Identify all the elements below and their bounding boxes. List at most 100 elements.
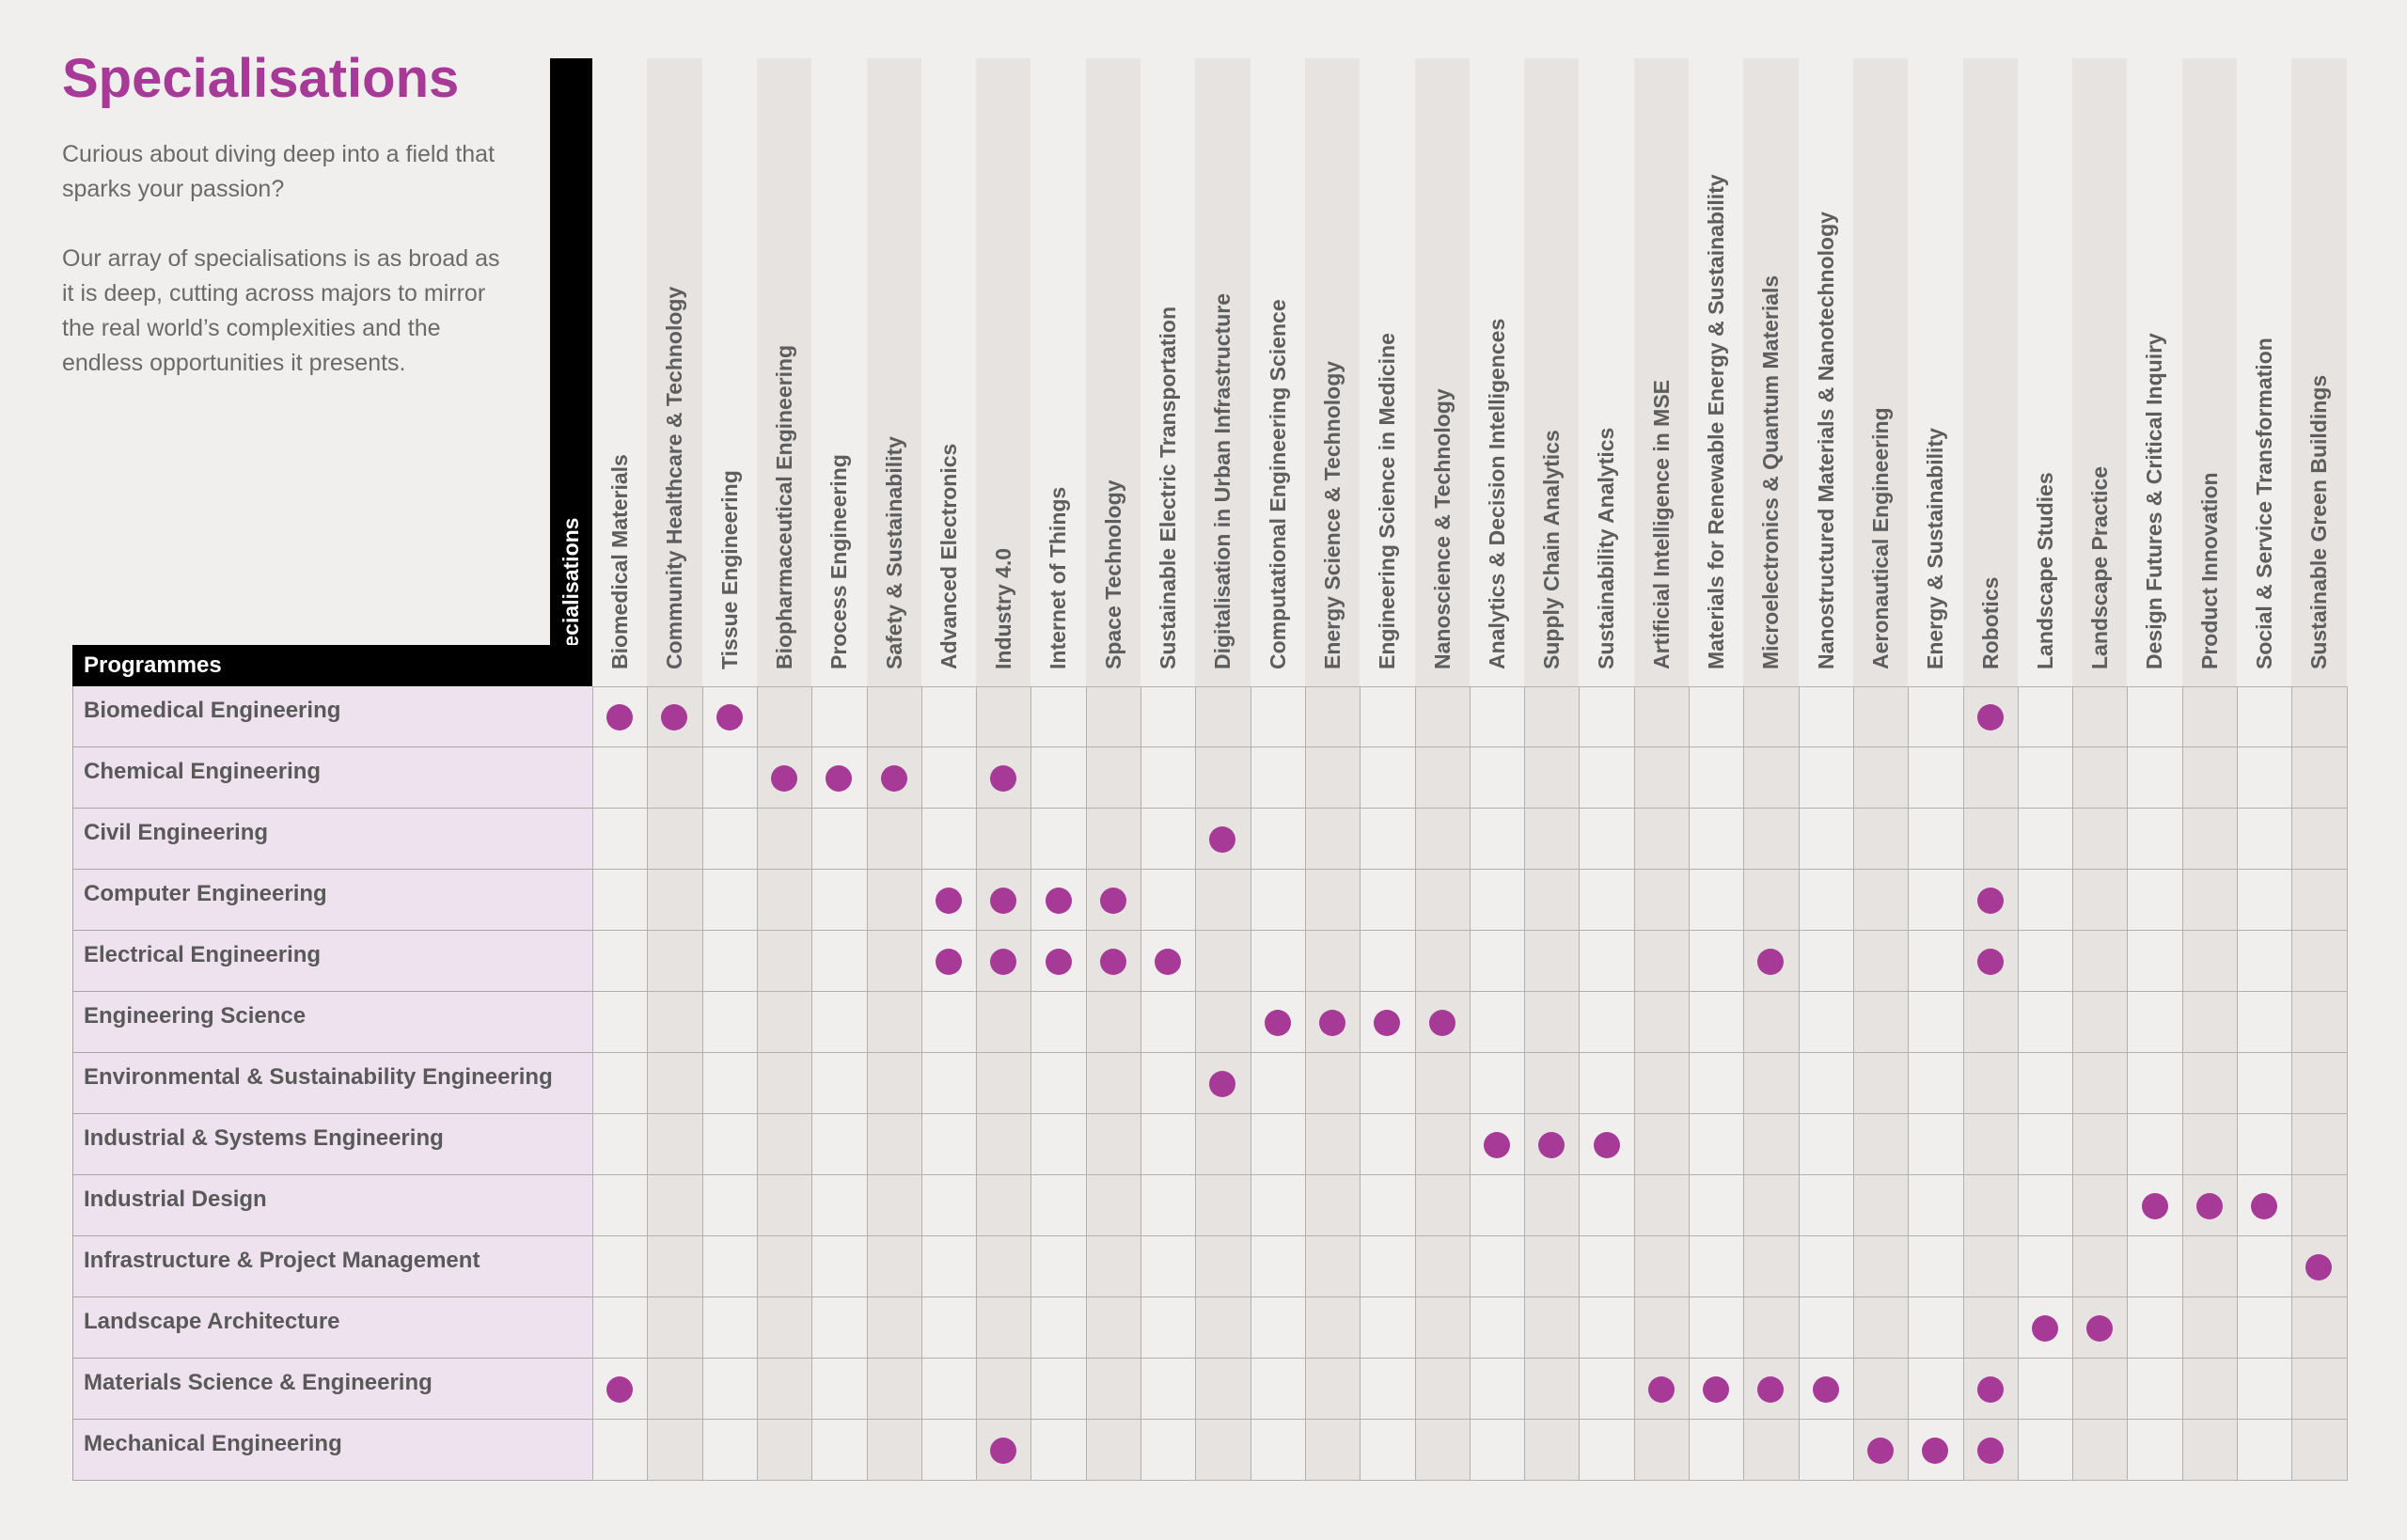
column-divider — [1798, 686, 1800, 1481]
specialisation-column-header: Tissue Engineering — [716, 470, 742, 669]
membership-dot — [935, 887, 962, 914]
column-band — [1579, 58, 1633, 1480]
membership-dot — [826, 764, 853, 792]
column-band — [1908, 58, 1962, 1480]
column-divider — [811, 686, 813, 1481]
specialisation-column-header: Community Healthcare & Technology — [662, 286, 687, 669]
programme-row: Landscape Architecture — [72, 1297, 592, 1359]
column-divider — [2291, 686, 2293, 1481]
specialisation-column-header: Social & Service Transformation — [2252, 338, 2276, 669]
membership-dot — [935, 948, 962, 975]
specialisation-column-header: Safety & Sustainability — [881, 436, 906, 669]
programme-label: Civil Engineering — [84, 820, 269, 845]
column-divider — [1030, 686, 1032, 1481]
column-divider — [1469, 686, 1471, 1481]
specialisation-column-header: Landscape Studies — [2032, 472, 2057, 669]
specialisation-column-header: Aeronautical Engineering — [1867, 407, 1893, 669]
specialisation-column-header: Advanced Electronics — [936, 443, 961, 669]
column-band — [1414, 58, 1470, 1480]
programme-label: Environmental & Sustainability Engineeri… — [84, 1064, 553, 1090]
column-band — [647, 58, 702, 1480]
membership-dot — [1538, 1131, 1565, 1158]
column-divider — [1360, 686, 1361, 1481]
column-divider — [2072, 686, 2074, 1481]
specialisation-column-header: Microelectronics & Quantum Materials — [1758, 275, 1784, 669]
column-divider — [1633, 686, 1635, 1481]
column-band — [1524, 58, 1580, 1480]
membership-dot — [1812, 1375, 1839, 1403]
programme-row: Environmental & Sustainability Engineeri… — [72, 1053, 592, 1114]
page-title: Specialisations — [62, 48, 460, 109]
programme-row: Industrial Design — [72, 1175, 592, 1236]
column-divider — [1689, 686, 1690, 1481]
column-band — [1962, 58, 2018, 1480]
column-divider — [647, 686, 649, 1481]
programme-row: Civil Engineering — [72, 809, 592, 870]
programme-row: Electrical Engineering — [72, 931, 592, 992]
specialisation-column-header: Biomedical Materials — [607, 454, 632, 669]
membership-dot — [716, 703, 743, 731]
column-divider — [2346, 686, 2348, 1481]
specialisation-column-header: Energy & Sustainability — [1923, 428, 1948, 669]
membership-dot — [1099, 887, 1126, 914]
column-divider — [1524, 686, 1526, 1481]
column-band — [2237, 58, 2291, 1480]
membership-dot — [1976, 1437, 2004, 1464]
column-divider — [2017, 686, 2019, 1481]
specialisation-column-header: Internet of Things — [1046, 486, 1071, 669]
column-band — [1251, 58, 1305, 1480]
column-band — [1141, 58, 1195, 1480]
membership-dot — [1209, 1070, 1236, 1097]
intro-description: Our array of specialisations is as broad… — [62, 245, 500, 376]
column-divider — [2127, 686, 2129, 1481]
programme-label: Electrical Engineering — [84, 942, 322, 967]
membership-dot — [771, 764, 798, 792]
column-band — [1195, 58, 1251, 1480]
specialisation-column-header: Robotics — [1977, 576, 2003, 669]
column-band — [1470, 58, 1524, 1480]
column-divider — [756, 686, 758, 1481]
specialisation-column-header: Nanoscience & Technology — [1429, 388, 1455, 669]
membership-dot — [990, 887, 1017, 914]
membership-dot — [1428, 1009, 1455, 1036]
membership-dot — [1045, 887, 1072, 914]
column-divider — [592, 686, 593, 1481]
column-divider — [1414, 686, 1416, 1481]
specialisation-column-header: Energy Science & Technology — [1319, 360, 1345, 669]
column-band — [1633, 58, 1689, 1480]
programme-label: Engineering Science — [84, 1003, 307, 1029]
specialisation-column-header: Engineering Science in Medicine — [1375, 333, 1400, 669]
membership-dot — [990, 948, 1017, 975]
membership-dot — [1045, 948, 1072, 975]
column-divider — [1304, 686, 1306, 1481]
membership-dot — [1976, 703, 2004, 731]
membership-dot — [990, 1437, 1017, 1464]
membership-dot — [1976, 887, 2004, 914]
column-divider — [1579, 686, 1581, 1481]
programme-label: Infrastructure & Project Management — [84, 1248, 480, 1273]
membership-dot — [1319, 1009, 1346, 1036]
specialisation-column-header: Landscape Practice — [2087, 465, 2113, 669]
membership-dot — [990, 764, 1017, 792]
membership-dot — [1703, 1375, 1730, 1403]
programme-label: Materials Science & Engineering — [84, 1370, 433, 1395]
specialisation-column-header: Industry 4.0 — [991, 547, 1016, 669]
specialisation-column-header: Sustainability Analytics — [1594, 427, 1619, 669]
specialisation-column-header: Biopharmaceutical Engineering — [771, 344, 796, 669]
membership-dot — [2305, 1253, 2333, 1281]
column-band — [2018, 58, 2072, 1480]
column-band — [1030, 58, 1085, 1480]
column-divider — [1743, 686, 1745, 1481]
column-divider — [920, 686, 922, 1481]
column-band — [2291, 58, 2347, 1480]
column-band — [1085, 58, 1141, 1480]
column-divider — [701, 686, 703, 1481]
programme-row: Engineering Science — [72, 992, 592, 1053]
membership-dot — [606, 703, 634, 731]
programme-row: Industrial & Systems Engineering — [72, 1114, 592, 1175]
specialisation-column-header: Computational Engineering Science — [1265, 299, 1290, 669]
membership-dot — [2086, 1314, 2114, 1342]
column-band — [2072, 58, 2128, 1480]
programme-label: Mechanical Engineering — [84, 1431, 342, 1456]
column-band — [1304, 58, 1361, 1480]
